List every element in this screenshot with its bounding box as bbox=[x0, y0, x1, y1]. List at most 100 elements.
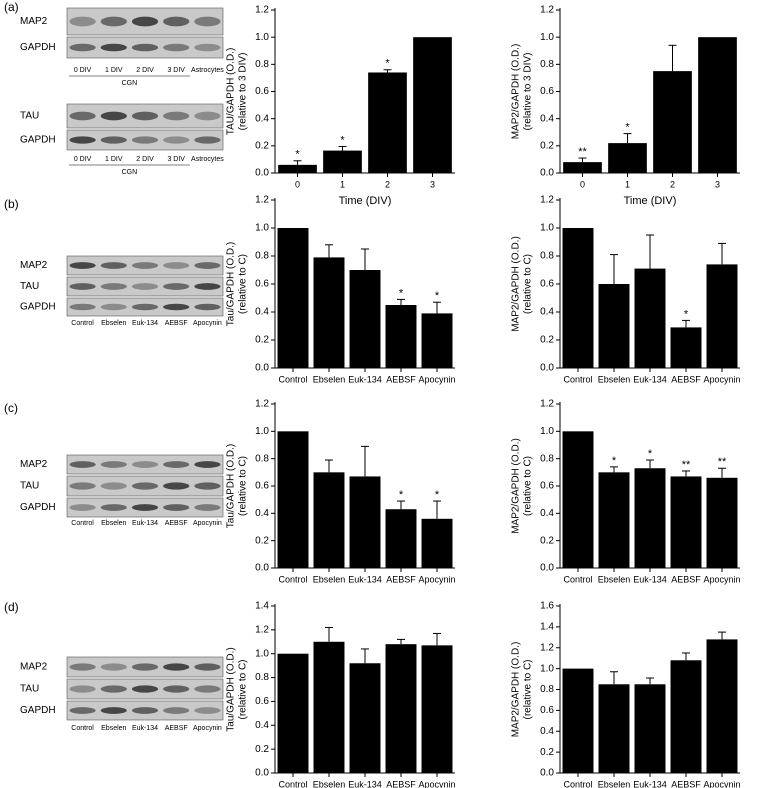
blot-band bbox=[194, 111, 221, 121]
x-tick-label: AEBSF bbox=[671, 779, 701, 788]
x-tick-label: Control bbox=[278, 574, 307, 584]
y-tick-label: 0.6 bbox=[540, 481, 554, 492]
y-tick-label: 0.8 bbox=[540, 59, 554, 70]
y-tick-label: 1.0 bbox=[255, 648, 269, 659]
panel-label: (d) bbox=[4, 600, 19, 614]
y-axis-label: Tau/GAPDH (O.D.) bbox=[226, 647, 237, 731]
y-tick-label: 1.0 bbox=[540, 223, 554, 234]
error-bar bbox=[397, 638, 405, 645]
bar bbox=[385, 644, 417, 773]
error-bar bbox=[338, 146, 347, 151]
bar bbox=[349, 663, 381, 773]
blot-row-label: MAP2 bbox=[20, 260, 48, 271]
y-tick-label: 0.0 bbox=[255, 363, 269, 374]
significance: * bbox=[612, 455, 617, 467]
blot-lane-label: AEBSF bbox=[165, 725, 188, 732]
x-tick-label: Ebselen bbox=[598, 574, 631, 584]
blot-band bbox=[194, 461, 221, 468]
y-axis-label: (relative to C) bbox=[238, 659, 249, 719]
significance: ** bbox=[718, 456, 727, 468]
blot-band bbox=[194, 262, 221, 269]
y-tick-label: 1.0 bbox=[255, 32, 269, 43]
blot-band bbox=[131, 43, 159, 52]
blot-band bbox=[194, 16, 221, 27]
blot-lane-label: Control bbox=[71, 520, 94, 527]
bar bbox=[598, 684, 630, 773]
blot-band bbox=[163, 16, 190, 27]
error-bar bbox=[397, 500, 405, 510]
significance: * bbox=[399, 287, 404, 299]
y-axis-label: (relative to C) bbox=[238, 254, 249, 314]
blot-band bbox=[100, 663, 127, 671]
x-tick-label: Euk-134 bbox=[348, 574, 382, 584]
blot-band bbox=[194, 303, 221, 311]
bar bbox=[706, 639, 738, 773]
bar bbox=[563, 162, 602, 173]
blot-band bbox=[131, 136, 159, 144]
blot-band bbox=[163, 663, 190, 671]
y-tick-label: 0.8 bbox=[255, 672, 269, 683]
blot-band bbox=[69, 262, 96, 269]
error-bar bbox=[610, 254, 618, 284]
blot-row-label: GAPDH bbox=[20, 705, 56, 716]
y-tick-label: 1.2 bbox=[540, 195, 554, 206]
bar bbox=[277, 653, 309, 773]
blot-band bbox=[100, 43, 127, 52]
blot-row-label: GAPDH bbox=[20, 502, 56, 513]
y-axis-label: MAP2/GAPDH (O.D.) bbox=[511, 642, 522, 738]
y-tick-label: 0.2 bbox=[540, 140, 554, 151]
significance: ** bbox=[578, 146, 587, 158]
y-tick-label: 0.2 bbox=[540, 535, 554, 546]
y-axis-label: (relative to 3 DIV) bbox=[238, 53, 249, 131]
bar bbox=[706, 477, 738, 568]
y-axis-label: (relative to C) bbox=[523, 456, 534, 516]
error-bar bbox=[578, 157, 587, 163]
y-tick-label: 0.2 bbox=[540, 335, 554, 346]
blot-band bbox=[69, 111, 96, 121]
error-bar bbox=[682, 470, 690, 477]
x-tick-label: AEBSF bbox=[386, 779, 416, 788]
blot-band bbox=[194, 663, 221, 671]
x-tick-label: Apocynin bbox=[418, 574, 455, 584]
error-bar bbox=[610, 671, 618, 685]
blot-band bbox=[69, 504, 96, 511]
x-tick-label: 1 bbox=[625, 179, 630, 189]
panel-label: (b) bbox=[4, 197, 19, 211]
y-tick-label: 0.8 bbox=[255, 251, 269, 262]
y-tick-label: 1.0 bbox=[540, 426, 554, 437]
blot-band bbox=[131, 111, 159, 121]
x-tick-label: 3 bbox=[715, 179, 720, 189]
y-tick-label: 0.6 bbox=[540, 705, 554, 716]
bar bbox=[562, 228, 594, 368]
y-tick-label: 0.2 bbox=[255, 535, 269, 546]
error-bar bbox=[383, 69, 392, 73]
blot-band bbox=[131, 685, 159, 693]
x-axis-label: Time (DIV) bbox=[339, 195, 392, 207]
blot-lane-label: 0 DIV bbox=[74, 67, 92, 74]
blot-band bbox=[194, 283, 221, 290]
blot-lane-label: Apocynin bbox=[193, 725, 222, 732]
y-axis-label: MAP2/GAPDH (O.D.) bbox=[511, 438, 522, 534]
y-tick-label: 1.0 bbox=[540, 32, 554, 43]
y-tick-label: 0.8 bbox=[255, 453, 269, 464]
bar bbox=[349, 270, 381, 368]
bar bbox=[313, 641, 345, 773]
x-tick-label: Control bbox=[278, 374, 307, 384]
blot-band bbox=[163, 482, 190, 490]
blot-row-label: MAP2 bbox=[20, 16, 48, 27]
blot-band bbox=[131, 663, 159, 671]
blot-lane-label: 0 DIV bbox=[74, 156, 92, 163]
error-bar bbox=[361, 248, 369, 270]
error-bar bbox=[668, 44, 677, 72]
blot-row-label: TAU bbox=[20, 111, 39, 122]
blot-band bbox=[69, 136, 96, 144]
blot-lane-label: 1 DIV bbox=[105, 67, 123, 74]
x-tick-label: Control bbox=[278, 779, 307, 788]
error-bar bbox=[325, 459, 333, 473]
y-tick-label: 0.4 bbox=[255, 720, 269, 731]
significance: * bbox=[435, 290, 440, 302]
panel-label: (c) bbox=[4, 401, 18, 415]
y-axis-label: (relative to C) bbox=[523, 659, 534, 719]
significance: * bbox=[435, 489, 440, 501]
blot-lane-label: Ebselen bbox=[101, 725, 126, 732]
